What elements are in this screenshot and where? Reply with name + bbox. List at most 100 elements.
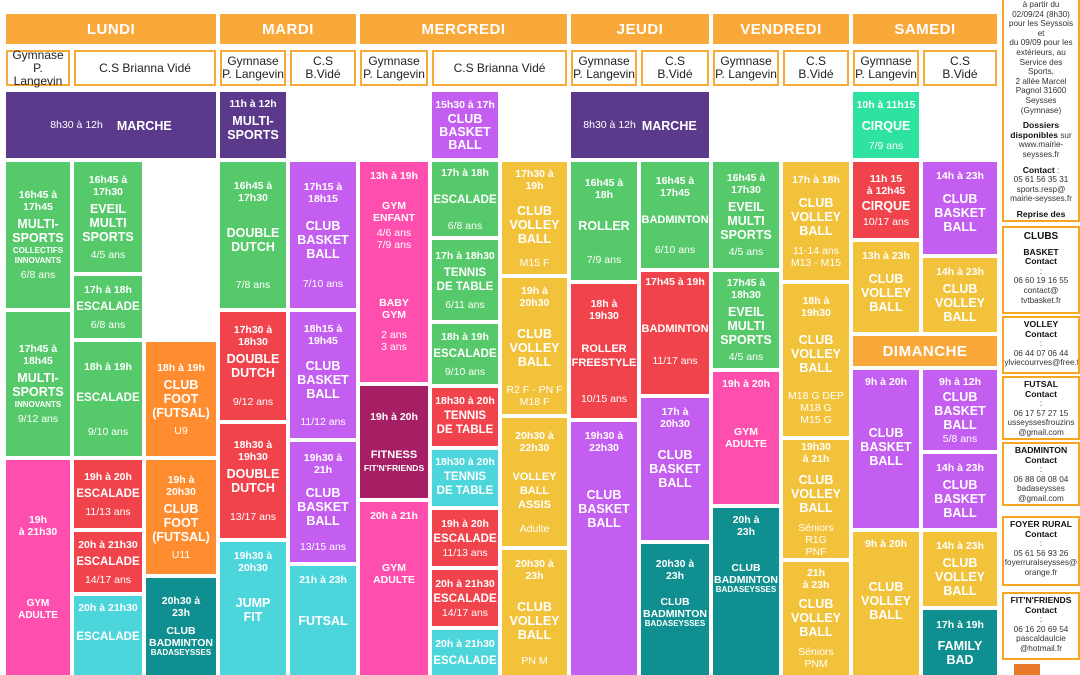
- activity-block[interactable]: 20h à 21h30 ESCALADE: [74, 596, 142, 675]
- club-contact: : 06 44 07 06 44 sylviecourrves@free.fr: [1002, 339, 1080, 368]
- activity-block[interactable]: 14h à 23h CLUB VOLLEY BALL: [923, 532, 997, 606]
- activity-time: 17h45 à 18h45: [18, 343, 58, 367]
- activity-name: CLUB VOLLEY BALL: [790, 472, 841, 515]
- activity-block[interactable]: 21h à 23h FUTSAL: [290, 566, 356, 675]
- activity-block[interactable]: 19h30 à 21h CLUB BASKET BALL 13/15 ans: [290, 442, 356, 562]
- activity-block[interactable]: 9h à 20h CLUB VOLLEY BALL: [853, 532, 919, 675]
- activity-block[interactable]: 20h à 21h30 ESCALADE 14/17 ans: [432, 570, 498, 626]
- activity-name: MULTI- SPORTS: [227, 114, 279, 142]
- activity-block[interactable]: 19h à 20h FITNESS FIT'N'FRIENDS: [360, 386, 428, 498]
- activity-block[interactable]: 16h45 à 17h30 EVEIL MULTI SPORTS 4/5 ans: [74, 162, 142, 272]
- activity-block[interactable]: 21h à 23h CLUB VOLLEY BALL Séniors PNM: [783, 562, 849, 675]
- activity-block[interactable]: 20h30 à 23h CLUB VOLLEY BALL PN M: [502, 550, 567, 675]
- venue-gymnase-langevin: Gymnase P. Langevin: [571, 50, 637, 86]
- activity-age: 4/6 ans 7/9 ans: [376, 227, 412, 251]
- activity-name: ESCALADE: [433, 532, 497, 545]
- activity-block[interactable]: 18h à 19h ESCALADE 9/10 ans: [432, 324, 498, 384]
- activity-block[interactable]: 18h à 19h30 ROLLER FREESTYLE 10/15 ans: [571, 284, 637, 418]
- activity-block[interactable]: 19h à 21h30 GYM ADULTE: [6, 460, 70, 675]
- activity-name: ESCALADE: [433, 592, 497, 605]
- venue-cs-bvide: C.S B.Vidé: [923, 50, 997, 86]
- activity-block[interactable]: 17h à 18h ESCALADE 6/8 ans: [432, 162, 498, 236]
- activity-block[interactable]: 19h à 20h30 CLUB FOOT (FUTSAL) U11: [146, 460, 216, 574]
- activity-block[interactable]: 19h30 à 20h30 JUMP FIT: [220, 542, 286, 675]
- activity-age: 13/15 ans: [299, 540, 347, 553]
- activity-block[interactable]: 16h45 à 17h30 EVEIL MULTI SPORTS 4/5 ans: [713, 162, 779, 268]
- activity-block[interactable]: 17h45 à 18h45 MULTI- SPORTS INNOVANTS 9/…: [6, 312, 70, 456]
- activity-time: 18h à 19h30: [801, 294, 831, 319]
- activity-age: 14/17 ans: [441, 606, 489, 619]
- activity-block[interactable]: 17h45 à 18h30 EVEIL MULTI SPORTS 4/5 ans: [713, 272, 779, 368]
- activity-time: 19h30 à 21h: [303, 451, 343, 476]
- activity-block[interactable]: 19h30 à 22h30 CLUB BASKET BALL: [571, 422, 637, 675]
- activity-block[interactable]: 20h à 21h30 ESCALADE 14/17 ans: [74, 532, 142, 592]
- activity-block[interactable]: 18h à 19h ESCALADE 9/10 ans: [74, 342, 142, 456]
- activity-time: 16h45 à 17h45: [655, 174, 695, 199]
- activity-block[interactable]: 20h30 à 23h CLUB BADMINTON BADASEYSSES: [641, 544, 709, 675]
- activity-block[interactable]: 17h30 à 19h CLUB VOLLEY BALL M15 F: [502, 162, 567, 274]
- activity-block[interactable]: 14h à 23h CLUB VOLLEY BALL: [923, 258, 997, 332]
- activity-block[interactable]: 18h30 à 20h TENNIS DE TABLE: [432, 450, 498, 506]
- activity-block[interactable]: 20h à 23h CLUB BADMINTON BADASEYSSES: [713, 508, 779, 675]
- activity-age: 4/5 ans: [728, 351, 764, 363]
- activity-block[interactable]: 18h à 19h CLUB FOOT (FUTSAL) U9: [146, 342, 216, 456]
- activity-block[interactable]: 19h à 20h30 CLUB VOLLEY BALL R2 F - PN F…: [502, 278, 567, 414]
- activity-marche-lundi[interactable]: 8h30 à 12h MARCHE: [6, 92, 216, 158]
- club-contact: : 06 60 19 16 55 contact@ tvtbasket.fr: [1013, 266, 1069, 305]
- activity-block[interactable]: 18h30 à 19h30 DOUBLE DUTCH 13/17 ans: [220, 424, 286, 538]
- activity-block[interactable]: 14h à 23h CLUB BASKET BALL: [923, 454, 997, 528]
- activity-time: 20h30 à 23h: [515, 558, 554, 582]
- activity-time: 17h30 à 18h30: [233, 324, 273, 348]
- activity-block[interactable]: 10h à 11h15 CIRQUE 7/9 ans: [853, 92, 919, 158]
- activity-block[interactable]: 19h à 20h ESCALADE 11/13 ans: [432, 510, 498, 566]
- activity-block[interactable]: 19h à 20h GYM ADULTE: [713, 372, 779, 504]
- activity-block[interactable]: 17h à 18h30 TENNIS DE TABLE 6/11 ans: [432, 240, 498, 320]
- activity-block[interactable]: 17h à 18h CLUB VOLLEY BALL 11-14 ans M13…: [783, 162, 849, 280]
- activity-block[interactable]: 20h30 à 23h CLUB BADMINTON BADASEYSSES: [146, 578, 216, 675]
- activity-time: 11h 15 à 12h45: [866, 172, 906, 197]
- activity-block[interactable]: 18h30 à 20h TENNIS DE TABLE: [432, 388, 498, 446]
- activity-time: 14h à 23h: [936, 462, 984, 474]
- activity-block[interactable]: 9h à 12h CLUB BASKET BALL 5/8 ans: [923, 370, 997, 450]
- activity-block[interactable]: 11h à 12h MULTI- SPORTS: [220, 92, 286, 158]
- activity-block[interactable]: 16h45 à 17h30 DOUBLE DUTCH 7/8 ans: [220, 162, 286, 308]
- activity-name: CLUB BASKET BALL: [297, 485, 349, 528]
- activity-name: ESCALADE: [76, 631, 140, 643]
- activity-block[interactable]: 16h45 à 17h45 MULTI- SPORTS COLLECTIFS I…: [6, 162, 70, 308]
- activity-time: 17h15 à 18h15: [303, 180, 343, 205]
- activity-block[interactable]: 20h à 21h30 ESCALADE: [432, 630, 498, 675]
- venue-cs-bvide: C.S B.Vidé: [641, 50, 709, 86]
- activity-age: Séniors R1G PNF: [798, 521, 834, 558]
- activity-block[interactable]: 11h 15 à 12h45 CIRQUE 10/17 ans: [853, 162, 919, 238]
- activity-block[interactable]: 20h30 à 22h30 VOLLEY BALL ASSIS Adulte: [502, 418, 567, 546]
- activity-age: PN M: [521, 655, 548, 667]
- activity-block[interactable]: 20h à 21h GYM ADULTE: [360, 502, 428, 675]
- activity-name: CLUB VOLLEY BALL: [934, 556, 985, 598]
- activity-block[interactable]: 17h à 20h30 CLUB BASKET BALL: [641, 398, 709, 540]
- activity-block[interactable]: 17h à 18h ESCALADE 6/8 ans: [74, 276, 142, 338]
- activity-block[interactable]: 19h à 20h ESCALADE 11/13 ans: [74, 460, 142, 528]
- activity-block[interactable]: 13h à 23h CLUB VOLLEY BALL: [853, 242, 919, 332]
- activity-block[interactable]: 17h à 19h FAMILY BAD: [923, 610, 997, 675]
- activity-block[interactable]: 18h15 à 19h45 CLUB BASKET BALL 11/12 ans: [290, 312, 356, 438]
- activity-block[interactable]: 19h30 à 21h CLUB VOLLEY BALL Séniors R1G…: [783, 440, 849, 558]
- activity-block[interactable]: 16h45 à 17h45 BADMINTON 6/10 ans: [641, 162, 709, 268]
- activity-time: 20h30 à 23h: [655, 558, 695, 582]
- activity-time: 18h30 à 19h30: [233, 439, 273, 463]
- activity-block[interactable]: 18h à 19h30 CLUB VOLLEY BALL M18 G DEP M…: [783, 284, 849, 436]
- activity-name: ESCALADE: [433, 347, 497, 360]
- activity-block[interactable]: 16h45 à 18h ROLLER 7/9 ans: [571, 162, 637, 280]
- activity-time: 20h30 à 23h: [161, 595, 201, 619]
- venue-gymnase-langevin: Gymnase P. Langevin: [220, 50, 286, 86]
- activity-time: 9h à 20h: [864, 376, 908, 388]
- activity-block[interactable]: 14h à 23h CLUB BASKET BALL: [923, 162, 997, 254]
- activity-age: M15 F: [519, 256, 550, 269]
- activity-block[interactable]: 9h à 20h CLUB BASKET BALL: [853, 370, 919, 528]
- activity-marche-jeudi[interactable]: 8h30 à 12h MARCHE: [571, 92, 709, 158]
- activity-block[interactable]: 17h45 à 19h BADMINTON 11/17 ans: [641, 272, 709, 394]
- day-header-jeudi: JEUDI: [571, 14, 709, 44]
- activity-block[interactable]: 15h30 à 17h CLUB BASKET BALL: [432, 92, 498, 158]
- activity-block[interactable]: 13h à 19h GYM ENFANT 4/6 ans 7/9 ans BAB…: [360, 162, 428, 382]
- activity-block[interactable]: 17h30 à 18h30 DOUBLE DUTCH 9/12 ans: [220, 312, 286, 420]
- activity-block[interactable]: 17h15 à 18h15 CLUB BASKET BALL 7/10 ans: [290, 162, 356, 308]
